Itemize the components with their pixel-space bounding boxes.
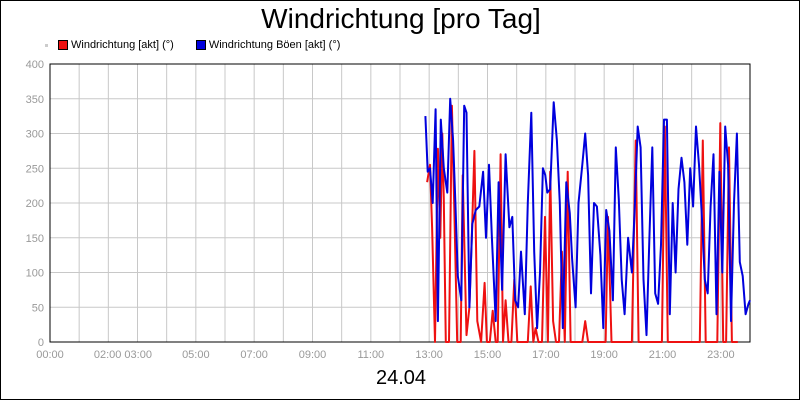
legend-swatch-red-icon (58, 40, 68, 50)
x-tick-label: 02:00 03:00 (94, 349, 152, 361)
legend-item-series2: Windrichtung Böen [akt] (°) (195, 39, 341, 51)
x-tick-label: 07:00 (240, 349, 268, 361)
y-tick-label: 150 (26, 233, 44, 245)
series-line-1 (426, 104, 738, 343)
legend-label-series2: Windrichtung Böen [akt] (°) (208, 39, 341, 51)
legend: Windrichtung [akt] (°) Windrichtung Böen… (45, 39, 362, 51)
x-tick-label: 21:00 (649, 349, 677, 361)
x-tick-label: 19:00 (590, 349, 618, 361)
x-tick-label: 13:00 (415, 349, 443, 361)
y-tick-label: 0 (38, 337, 44, 349)
y-tick-label: 50 (32, 302, 44, 314)
legend-dot-icon (45, 43, 48, 47)
y-tick-label: 100 (26, 268, 44, 280)
x-tick-label: 05:00 (182, 349, 210, 361)
date-label: 24.04 (375, 367, 427, 389)
x-tick-label: 17:00 (532, 349, 560, 361)
plot-border (49, 63, 751, 343)
x-tick-label: 15:00 (474, 349, 502, 361)
y-tick-label: 300 (26, 129, 44, 141)
x-tick-label: 23:00 (707, 349, 735, 361)
legend-swatch-blue-icon (195, 40, 206, 50)
x-tick-label: 00:00 (36, 349, 64, 361)
legend-label-series1: Windrichtung [akt] (°) (71, 39, 174, 51)
x-tick-label: 11:00 (357, 349, 384, 361)
chart-title: Windrichtung [pro Tag] (261, 3, 541, 34)
y-tick-label: 400 (26, 59, 44, 71)
x-tick-label: 09:00 (299, 349, 327, 361)
legend-item-series1: Windrichtung [akt] (°) (58, 39, 174, 51)
series-line-2 (424, 97, 751, 337)
y-tick-label: 250 (26, 163, 44, 175)
y-tick-label: 350 (26, 94, 44, 106)
y-tick-label: 200 (26, 198, 44, 210)
